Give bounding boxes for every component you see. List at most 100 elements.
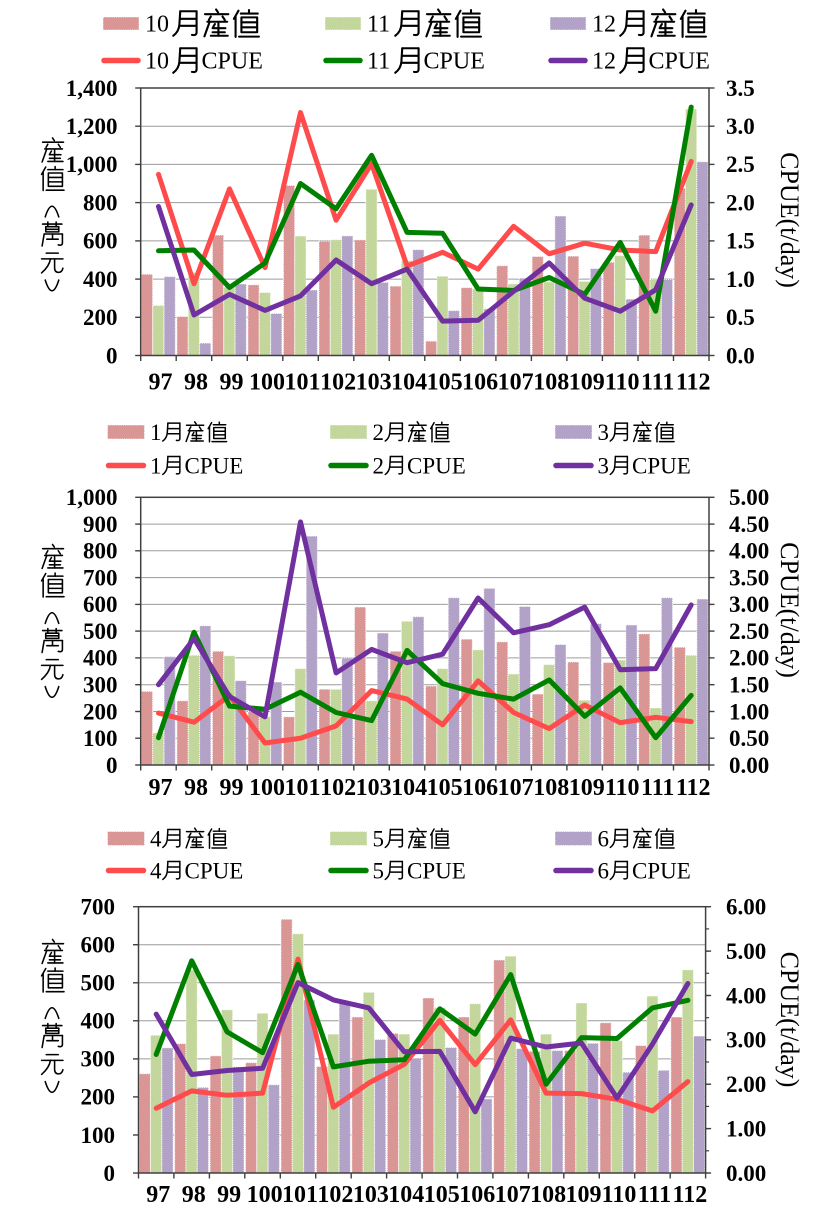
- svg-text:500: 500: [83, 619, 118, 644]
- svg-text:2.50: 2.50: [729, 619, 769, 644]
- svg-text:99: 99: [220, 370, 244, 396]
- svg-text:108: 108: [533, 775, 569, 801]
- svg-text:3.0: 3.0: [726, 114, 755, 139]
- svg-text:5: 5: [373, 827, 385, 852]
- svg-text:110: 110: [605, 370, 640, 396]
- svg-text:99: 99: [220, 775, 244, 801]
- svg-text:900: 900: [83, 512, 118, 537]
- svg-text:103: 103: [356, 775, 392, 801]
- svg-text:111: 111: [641, 370, 674, 396]
- svg-text:99: 99: [217, 1182, 241, 1208]
- svg-text:100: 100: [249, 775, 285, 801]
- svg-text:112: 112: [676, 370, 711, 396]
- svg-text:1,400: 1,400: [66, 76, 118, 101]
- svg-text:CPUE: CPUE: [185, 859, 244, 884]
- svg-text:1.00: 1.00: [729, 699, 769, 724]
- svg-text:CPUE(t/day): CPUE(t/day): [775, 952, 804, 1088]
- svg-text:109: 109: [566, 1182, 602, 1208]
- svg-text:101: 101: [282, 1182, 318, 1208]
- svg-text:101: 101: [285, 370, 321, 396]
- svg-text:CPUE: CPUE: [424, 49, 485, 75]
- svg-text:98: 98: [182, 1182, 206, 1208]
- svg-text:109: 109: [569, 775, 605, 801]
- svg-text:CPUE: CPUE: [407, 454, 466, 479]
- svg-text:1,000: 1,000: [66, 485, 118, 510]
- svg-text:200: 200: [81, 1085, 116, 1110]
- svg-text:0: 0: [104, 1161, 116, 1186]
- svg-text:108: 108: [530, 1182, 566, 1208]
- svg-text:500: 500: [81, 971, 116, 996]
- svg-text:104: 104: [388, 1182, 424, 1208]
- svg-text:102: 102: [320, 775, 356, 801]
- svg-text:0.50: 0.50: [729, 726, 769, 751]
- svg-text:110: 110: [605, 775, 640, 801]
- svg-text:10: 10: [145, 49, 169, 75]
- svg-text:5: 5: [373, 859, 385, 884]
- svg-text:0.00: 0.00: [729, 753, 769, 778]
- svg-text:400: 400: [81, 1009, 116, 1034]
- svg-text:100: 100: [83, 726, 118, 751]
- svg-text:111: 111: [641, 775, 674, 801]
- svg-text:CPUE(t/day): CPUE(t/day): [775, 542, 804, 678]
- svg-text:105: 105: [427, 775, 463, 801]
- svg-text:1,200: 1,200: [66, 114, 118, 139]
- svg-text:12: 12: [592, 12, 616, 38]
- svg-text:98: 98: [184, 775, 208, 801]
- svg-text:600: 600: [83, 229, 118, 254]
- svg-text:4.50: 4.50: [729, 512, 769, 537]
- svg-text:CPUE(t/day): CPUE(t/day): [775, 152, 804, 288]
- svg-text:1.0: 1.0: [726, 267, 755, 292]
- svg-text:100: 100: [247, 1182, 283, 1208]
- svg-text:2.00: 2.00: [726, 1072, 766, 1097]
- svg-text:3.5: 3.5: [726, 76, 755, 101]
- svg-text:400: 400: [83, 267, 118, 292]
- svg-text:97: 97: [149, 370, 173, 396]
- svg-text:5.00: 5.00: [729, 485, 769, 510]
- svg-text:107: 107: [498, 775, 534, 801]
- svg-text:2.00: 2.00: [729, 646, 769, 671]
- svg-text:107: 107: [498, 370, 534, 396]
- svg-text:CPUE: CPUE: [649, 49, 710, 75]
- svg-text:105: 105: [424, 1182, 460, 1208]
- svg-text:CPUE: CPUE: [632, 454, 691, 479]
- svg-text:11: 11: [367, 49, 390, 75]
- svg-text:200: 200: [83, 305, 118, 330]
- svg-text:1.50: 1.50: [729, 673, 769, 698]
- svg-text:1,000: 1,000: [66, 152, 118, 177]
- svg-text:6: 6: [598, 859, 610, 884]
- svg-text:700: 700: [81, 895, 116, 920]
- svg-text:CPUE: CPUE: [202, 49, 263, 75]
- svg-text:4: 4: [150, 827, 162, 852]
- svg-text:102: 102: [317, 1182, 353, 1208]
- svg-text:105: 105: [427, 370, 463, 396]
- svg-text:1: 1: [150, 420, 162, 445]
- svg-text:800: 800: [83, 190, 118, 215]
- svg-text:106: 106: [462, 775, 498, 801]
- svg-text:200: 200: [83, 699, 118, 724]
- svg-text:0.0: 0.0: [726, 343, 755, 368]
- svg-text:700: 700: [83, 565, 118, 590]
- svg-text:1.00: 1.00: [726, 1116, 766, 1141]
- svg-text:4.00: 4.00: [726, 983, 766, 1008]
- svg-text:106: 106: [459, 1182, 495, 1208]
- svg-text:3.50: 3.50: [729, 565, 769, 590]
- svg-text:0: 0: [106, 343, 118, 368]
- svg-text:2: 2: [373, 454, 385, 479]
- svg-text:400: 400: [83, 646, 118, 671]
- svg-text:6.00: 6.00: [726, 895, 766, 920]
- svg-text:0.5: 0.5: [726, 305, 755, 330]
- svg-text:3.00: 3.00: [729, 592, 769, 617]
- svg-text:600: 600: [81, 933, 116, 958]
- svg-text:111: 111: [638, 1182, 671, 1208]
- svg-text:108: 108: [533, 370, 569, 396]
- svg-text:0: 0: [106, 753, 118, 778]
- svg-text:97: 97: [146, 1182, 170, 1208]
- svg-text:112: 112: [673, 1182, 708, 1208]
- svg-text:98: 98: [184, 370, 208, 396]
- svg-text:1.5: 1.5: [726, 229, 755, 254]
- svg-text:5.00: 5.00: [726, 939, 766, 964]
- svg-text:0.00: 0.00: [726, 1161, 766, 1186]
- svg-text:10: 10: [145, 12, 169, 38]
- svg-text:110: 110: [602, 1182, 637, 1208]
- svg-text:102: 102: [320, 370, 356, 396]
